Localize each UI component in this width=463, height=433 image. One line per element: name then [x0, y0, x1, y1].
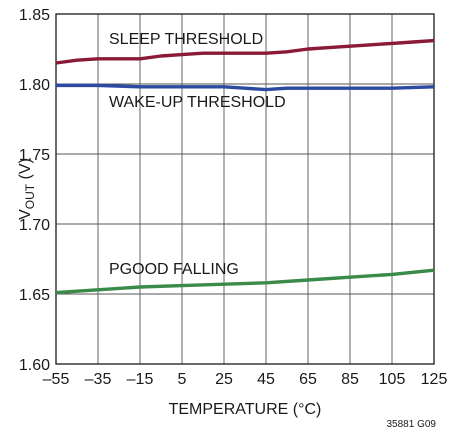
- x-tick-label: 125: [421, 371, 448, 388]
- series-label-wake-up-threshold: WAKE-UP THRESHOLD: [109, 94, 286, 111]
- tick-labels: –55 –35 –15 5 25 45 65 85 105 125 1.60 1.65 1.70 1.75…: [19, 7, 448, 388]
- series-label-sleep-threshold: SLEEP THRESHOLD: [109, 31, 263, 48]
- x-tick-label: –15: [127, 371, 154, 388]
- x-tick-label: –35: [85, 371, 112, 388]
- series-label-pgood-falling: PGOOD FALLING: [109, 261, 239, 278]
- series-layer: [55, 38, 435, 295]
- y-tick-label: 1.60: [19, 357, 50, 374]
- grid-lines: [55, 13, 435, 365]
- series-line-pgood-falling: [55, 268, 435, 295]
- x-tick-label: 85: [341, 371, 359, 388]
- y-tick-label: 1.85: [19, 7, 50, 24]
- series-line-sleep-threshold: [55, 38, 435, 65]
- y-tick-label: 1.70: [19, 217, 50, 234]
- y-tick-label: 1.75: [19, 147, 50, 164]
- figure-id: 35881 G09: [387, 419, 437, 430]
- y-axis-title: VOUT (V): [17, 158, 37, 220]
- x-tick-label: 105: [379, 371, 406, 388]
- x-tick-label: 25: [215, 371, 233, 388]
- x-tick-label: –55: [43, 371, 70, 388]
- x-axis-title: TEMPERATURE (°C): [169, 401, 322, 418]
- x-tick-label: 5: [178, 371, 187, 388]
- y-axis-title-unit: (V): [17, 158, 34, 184]
- plot-frame: [55, 13, 435, 365]
- y-tick-label: 1.65: [19, 287, 50, 304]
- y-axis-title-main: V: [17, 209, 34, 220]
- y-axis-title-subscript: OUT: [23, 183, 37, 209]
- x-tick-label: 45: [257, 371, 275, 388]
- x-tick-label: 65: [299, 371, 317, 388]
- series-line-wake-up-threshold: [56, 83, 435, 92]
- y-tick-label: 1.80: [19, 77, 50, 94]
